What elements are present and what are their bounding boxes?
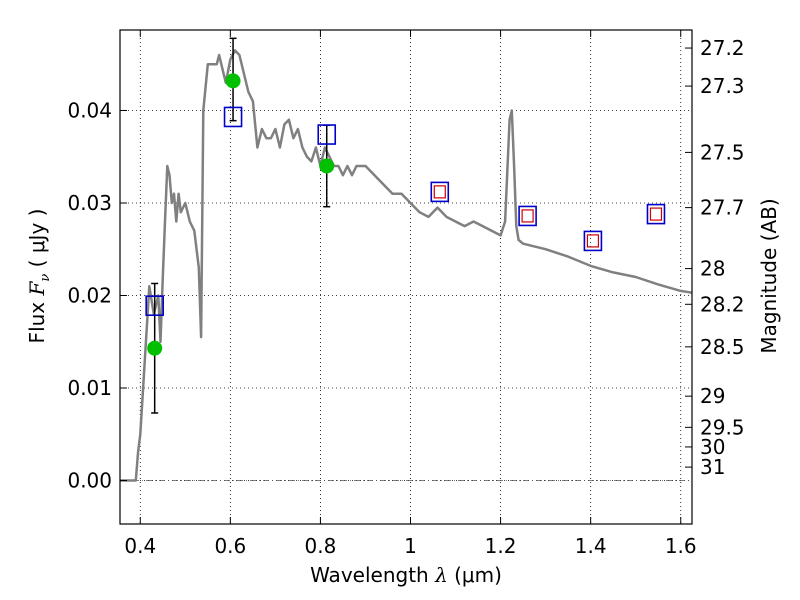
inner-square (586, 234, 600, 248)
x-tick-label: 1.4 (575, 534, 607, 558)
x-tick-label: 0.6 (214, 534, 246, 558)
magnitude-tick-label: 27.7 (700, 196, 745, 220)
magnitude-tick-label: 28.5 (700, 335, 745, 359)
magnitude-tick-label: 29 (700, 384, 725, 408)
y-tick-label: 0.03 (67, 191, 112, 215)
y-tick-label: 0.00 (67, 469, 112, 493)
y-axis-ticks: 0.00 0.01 0.02 0.03 0.04 (67, 98, 127, 493)
model-photometry-square (518, 205, 537, 227)
model-spectrum-line (120, 49, 693, 482)
magnitude-tick-label: 31 (700, 455, 725, 479)
magnitude-tick-label: 29.5 (700, 415, 745, 439)
x-axis-label: Wavelength λ (μm) (310, 563, 502, 587)
magnitude-tick-label: 28 (700, 257, 725, 281)
x-tick-label: 0.4 (124, 534, 156, 558)
model-photometry-square (145, 295, 164, 316)
magnitude-tick-label: 27.5 (700, 140, 745, 164)
grid (120, 30, 692, 524)
x-axis-ticks: 0.4 0.6 0.8 1 1.2 1.4 1.6 (124, 30, 697, 558)
model-photometry-layer (145, 106, 666, 316)
model-photometry-square (583, 230, 603, 252)
model-photometry-square (646, 203, 666, 225)
y-tick-label: 0.01 (67, 376, 112, 400)
plot-frame (119, 29, 693, 525)
y-axis-label: Flux Fν ( μJy ) (25, 209, 53, 344)
x-tick-label: 1.2 (485, 534, 517, 558)
model-photometry-square (223, 106, 243, 128)
error-bars-layer (151, 37, 331, 414)
magnitude-axis-label: Magnitude (AB) (757, 198, 781, 353)
observed-point (319, 158, 335, 174)
magnitude-tick-label: 27.2 (700, 36, 745, 60)
inner-square (649, 207, 663, 221)
inner-square (433, 185, 446, 199)
magnitude-tick-label: 30 (700, 435, 725, 459)
model-spectrum-layer (120, 49, 693, 482)
magnitude-tick-label: 27.3 (700, 74, 745, 98)
model-photometry-square (430, 181, 450, 203)
x-tick-label: 1 (404, 534, 417, 558)
observed-point (147, 340, 163, 356)
x-tick-label: 1.6 (665, 534, 697, 558)
observed-points-layer (147, 73, 335, 356)
y-tick-label: 0.02 (67, 284, 112, 308)
model-photometry-square (317, 124, 337, 145)
inner-square (521, 209, 534, 223)
observed-point (225, 73, 241, 89)
y-tick-label: 0.04 (67, 98, 112, 122)
magnitude-tick-label: 28.2 (700, 292, 745, 316)
x-tick-label: 0.8 (305, 534, 337, 558)
